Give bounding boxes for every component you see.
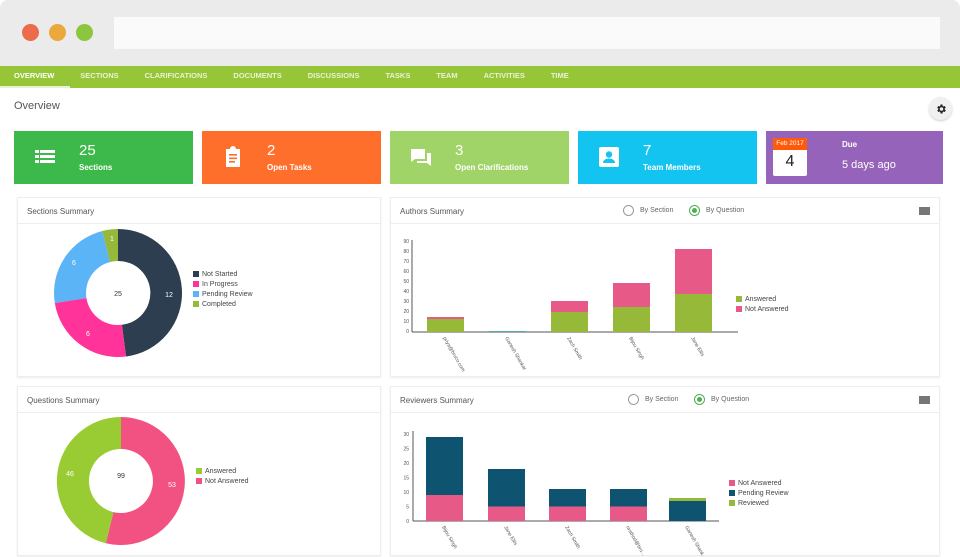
- tab-tasks[interactable]: TASKS: [385, 71, 411, 80]
- browser-chrome: [0, 0, 960, 66]
- svg-text:10: 10: [403, 490, 409, 496]
- sections-donut-chart: 12 6 6 1 25: [54, 229, 183, 358]
- questions-legend: Answered Not Answered: [196, 467, 249, 487]
- svg-text:Jane Ellis: Jane Ellis: [689, 336, 705, 358]
- svg-text:99: 99: [117, 473, 125, 480]
- calendar-month: Feb 2017: [773, 138, 807, 150]
- svg-text:Jane Ellis: Jane Ellis: [502, 525, 518, 547]
- svg-text:30: 30: [403, 432, 409, 438]
- svg-text:30: 30: [403, 299, 409, 305]
- svg-text:1: 1: [110, 236, 114, 243]
- sections-label: Sections: [79, 163, 113, 172]
- svg-text:70: 70: [403, 259, 409, 265]
- team-members-count: 7: [643, 142, 652, 159]
- tab-discussions[interactable]: DISCUSSIONS: [307, 71, 360, 80]
- reviewers-by-section-radio[interactable]: By Section: [628, 394, 678, 405]
- user-card-icon: [599, 147, 619, 167]
- open-tasks-label: Open Tasks: [267, 163, 312, 172]
- gear-icon: [936, 104, 946, 113]
- calendar-icon: Feb 2017 4: [773, 138, 807, 176]
- svg-text:0: 0: [406, 519, 409, 525]
- svg-text:Zach Smith: Zach Smith: [563, 525, 581, 550]
- sections-summary-title: Sections Summary: [18, 198, 380, 224]
- sections-count: 25: [79, 142, 96, 159]
- authors-by-section-radio[interactable]: By Section: [623, 205, 673, 216]
- authors-by-question-radio[interactable]: By Question: [689, 205, 744, 216]
- questions-summary-panel: Questions Summary 53 46 99 Answered Not …: [17, 386, 381, 556]
- tab-documents[interactable]: DOCUMENTS: [233, 71, 282, 80]
- svg-text:25: 25: [403, 447, 409, 453]
- close-window-button[interactable]: [22, 24, 39, 41]
- sections-summary-panel: Sections Summary 12 6 6 1 25 Not Started…: [17, 197, 381, 377]
- main-nav: OVERVIEW SECTIONS CLARIFICATIONS DOCUMEN…: [0, 66, 960, 88]
- tab-overview[interactable]: OVERVIEW: [0, 66, 71, 88]
- team-members-label: Team Members: [643, 163, 701, 172]
- maximize-window-button[interactable]: [76, 24, 93, 41]
- svg-text:90: 90: [403, 239, 409, 245]
- authors-summary-panel: Authors Summary By Section By Question 0…: [390, 197, 940, 377]
- address-bar[interactable]: [114, 17, 940, 49]
- sections-legend: Not Started In Progress Pending Review C…: [193, 270, 253, 310]
- due-value: 5 days ago: [842, 159, 896, 171]
- email-icon[interactable]: [919, 396, 930, 404]
- list-icon: [35, 150, 55, 163]
- reviewers-summary-panel: Reviewers Summary By Section By Question…: [390, 386, 940, 557]
- clipboard-icon: [226, 146, 240, 167]
- reviewers-by-question-radio[interactable]: By Question: [694, 394, 749, 405]
- team-members-card[interactable]: 7 Team Members: [578, 131, 757, 184]
- svg-text:20: 20: [403, 461, 409, 467]
- questions-summary-title: Questions Summary: [18, 387, 380, 413]
- svg-text:53: 53: [168, 482, 176, 489]
- page-title: Overview: [14, 100, 60, 112]
- due-label: Due: [842, 140, 858, 149]
- svg-text:6: 6: [86, 331, 90, 338]
- svg-text:Zach Smith: Zach Smith: [565, 336, 583, 361]
- reviewers-legend: Not Answered Pending Review Reviewed: [729, 479, 789, 509]
- svg-text:6: 6: [72, 260, 76, 267]
- svg-text:5: 5: [406, 505, 409, 511]
- tab-activities[interactable]: ACTIVITIES: [483, 71, 525, 80]
- tab-team[interactable]: TEAM: [436, 71, 458, 80]
- svg-text:60: 60: [403, 269, 409, 275]
- tab-clarifications[interactable]: CLARIFICATIONS: [144, 71, 208, 80]
- open-clarifications-label: Open Clarifications: [455, 163, 529, 172]
- minimize-window-button[interactable]: [49, 24, 66, 41]
- svg-text:46: 46: [66, 471, 74, 478]
- svg-text:25: 25: [114, 291, 122, 298]
- svg-text:40: 40: [403, 289, 409, 295]
- svg-text:80: 80: [403, 249, 409, 255]
- svg-text:0: 0: [406, 329, 409, 335]
- reviewers-bar-chart: 0 5 10 15 20 25 30 Bijou Singh Jane Ellis Z…: [403, 431, 719, 557]
- svg-text:Bijou Singh: Bijou Singh: [627, 336, 645, 361]
- svg-text:priya@bruco.com: priya@bruco.com: [441, 336, 466, 373]
- email-icon[interactable]: [919, 207, 930, 215]
- svg-text:50: 50: [403, 279, 409, 285]
- tab-time[interactable]: TIME: [550, 71, 569, 80]
- svg-text:Ganesh Shank...: Ganesh Shank...: [683, 525, 707, 557]
- open-clarifications-card[interactable]: 3 Open Clarifications: [390, 131, 569, 184]
- calendar-day: 4: [785, 153, 795, 170]
- open-tasks-card[interactable]: 2 Open Tasks: [202, 131, 381, 184]
- tab-sections[interactable]: SECTIONS: [80, 71, 119, 80]
- open-tasks-count: 2: [267, 142, 276, 159]
- svg-text:nrathod@bru...: nrathod@bru...: [624, 525, 646, 557]
- svg-text:12: 12: [165, 292, 173, 299]
- authors-summary-title: Authors Summary By Section By Question: [391, 198, 939, 224]
- svg-text:15: 15: [403, 476, 409, 482]
- open-clarifications-count: 3: [455, 142, 464, 159]
- authors-legend: Answered Not Answered: [736, 295, 789, 315]
- chat-icon: [411, 149, 431, 166]
- questions-donut-chart: 53 46 99: [56, 416, 185, 545]
- due-card[interactable]: Feb 2017 4 Due 5 days ago: [766, 131, 943, 184]
- sections-card[interactable]: 25 Sections: [14, 131, 193, 184]
- svg-text:10: 10: [403, 319, 409, 325]
- svg-text:Bijou Singh: Bijou Singh: [440, 525, 458, 550]
- settings-button[interactable]: [929, 97, 952, 120]
- svg-text:Ganesh Shankar: Ganesh Shankar: [503, 336, 527, 372]
- svg-text:20: 20: [403, 309, 409, 315]
- reviewers-summary-title: Reviewers Summary By Section By Question: [391, 387, 939, 413]
